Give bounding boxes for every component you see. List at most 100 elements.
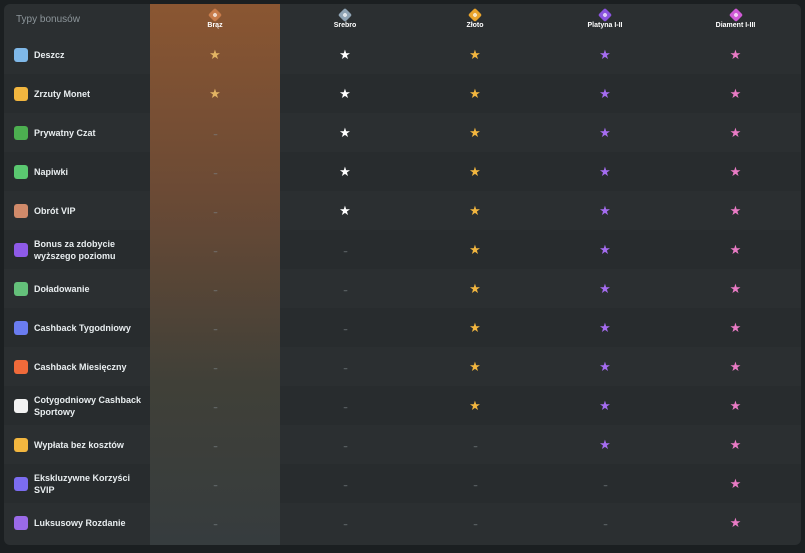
tier-cell: --	[150, 269, 280, 308]
bonus-row: Ekskluzywne Korzyści SVIP -- -- -- -- ★	[4, 464, 801, 503]
tier-cell: ★	[670, 347, 801, 386]
star-icon: ★	[469, 46, 481, 62]
bonus-row: Deszcz ★ ★ ★ ★ ★	[4, 35, 801, 74]
not-included-dash: --	[213, 168, 217, 178]
weekly-cashback-icon	[14, 320, 28, 335]
tier-cell: ★	[410, 269, 540, 308]
tier-cell: ★	[540, 191, 670, 230]
gold-tier-icon	[467, 7, 483, 23]
star-icon: ★	[599, 397, 611, 413]
tier-cell: --	[280, 308, 410, 347]
star-icon: ★	[339, 202, 351, 218]
not-included-dash: --	[343, 324, 347, 334]
tier-cell: ★	[410, 191, 540, 230]
tier-cell: --	[410, 464, 540, 503]
bonus-row: Cotygodniowy Cashback Sportowy -- -- ★ ★ ★	[4, 386, 801, 425]
bonus-comparison-table: Typy bonusów Brąz Srebro	[4, 4, 801, 542]
tier-name: Srebro	[333, 22, 357, 29]
tier-cell: --	[280, 230, 410, 269]
bonus-row: Cashback Miesięczny -- -- ★ ★ ★	[4, 347, 801, 386]
bonus-name-cell: Bonus za zdobycie wyższego poziomu	[4, 230, 150, 269]
tier-cell: ★	[670, 269, 801, 308]
bonus-label: Deszcz	[34, 49, 65, 60]
bonus-name-cell: Wypłata bez kosztów	[4, 425, 150, 464]
star-icon: ★	[729, 124, 742, 140]
platinum-tier-icon	[597, 7, 613, 23]
tier-cell: ★	[410, 347, 540, 386]
bonus-label: Doładowanie	[34, 283, 90, 294]
star-icon: ★	[469, 85, 481, 101]
bonus-label: Luksusowy Rozdanie	[34, 517, 126, 528]
star-icon: ★	[469, 163, 481, 179]
tier-cell: ★	[410, 230, 540, 269]
tier-cell: ★	[540, 425, 670, 464]
star-icon: ★	[599, 202, 611, 218]
tier-cell: ★	[540, 35, 670, 74]
tier-header-platinum: Platyna I-II	[540, 4, 670, 35]
star-icon: ★	[599, 280, 611, 296]
not-included-dash: --	[213, 480, 217, 490]
bonus-row: Luksusowy Rozdanie -- -- -- -- ★	[4, 503, 801, 542]
not-included-dash: --	[213, 402, 217, 412]
tier-cell: ★	[670, 74, 801, 113]
star-icon: ★	[729, 436, 742, 452]
star-icon: ★	[599, 163, 611, 179]
tier-cell: ★	[410, 35, 540, 74]
tier-header-row: Typy bonusów Brąz Srebro	[4, 4, 801, 35]
tier-name: Brąz	[207, 22, 223, 29]
monthly-cashback-icon	[14, 359, 28, 374]
bonus-label: Napiwki	[34, 166, 69, 177]
bonus-name-cell: Obrót VIP	[4, 191, 150, 230]
star-icon: ★	[339, 124, 351, 140]
bonus-name-cell: Cashback Tygodniowy	[4, 308, 150, 347]
star-icon: ★	[599, 241, 611, 257]
star-icon: ★	[599, 358, 611, 374]
not-included-dash: --	[213, 207, 217, 217]
star-icon: ★	[469, 358, 481, 374]
tier-cell: --	[410, 503, 540, 542]
star-icon: ★	[469, 397, 481, 413]
bonus-label: Obrót VIP	[34, 205, 76, 216]
vip-bonus-table-panel: Typy bonusów Brąz Srebro	[4, 4, 801, 545]
bronze-tier-icon	[207, 7, 223, 23]
tier-name: Złoto	[466, 22, 484, 29]
diamond-tier-icon	[728, 7, 743, 23]
coin-drop-icon	[14, 86, 28, 101]
not-included-dash: --	[343, 285, 347, 295]
not-included-dash: --	[343, 441, 347, 451]
tier-cell: --	[280, 464, 410, 503]
bonus-label: Bonus za zdobycie wyższego poziomu	[34, 238, 116, 261]
bonus-label: Zrzuty Monet	[34, 88, 90, 99]
cloud-rain-icon	[14, 47, 28, 62]
tier-cell: ★	[540, 308, 670, 347]
tier-cell: ★	[540, 386, 670, 425]
tier-cell: ★	[540, 230, 670, 269]
tier-cell: --	[150, 503, 280, 542]
not-included-dash: --	[343, 519, 347, 529]
not-included-dash: --	[343, 363, 347, 373]
tier-cell: ★	[410, 386, 540, 425]
star-icon: ★	[729, 475, 742, 491]
tier-cell: ★	[410, 308, 540, 347]
bonus-rows: Deszcz ★ ★ ★ ★ ★ Zrzuty Monet ★ ★ ★ ★ ★ Prywatny Cza…	[4, 35, 801, 542]
bonus-label: Wypłata bez kosztów	[34, 439, 124, 450]
tier-cell: ★	[410, 113, 540, 152]
tier-cell: ★	[540, 74, 670, 113]
tier-cell: ★	[670, 113, 801, 152]
tier-cell: --	[280, 347, 410, 386]
bonus-row: Prywatny Czat -- ★ ★ ★ ★	[4, 113, 801, 152]
tier-cell: ★	[540, 269, 670, 308]
tier-cell: --	[150, 191, 280, 230]
tier-cell: ★	[670, 230, 801, 269]
tier-cell: --	[410, 425, 540, 464]
bonus-name-cell: Cashback Miesięczny	[4, 347, 150, 386]
bonus-name-cell: Cotygodniowy Cashback Sportowy	[4, 386, 150, 425]
tier-cell: ★	[540, 152, 670, 191]
star-icon: ★	[469, 280, 481, 296]
tier-cell: --	[150, 386, 280, 425]
star-icon: ★	[599, 319, 611, 335]
tier-cell: ★	[150, 74, 280, 113]
bonus-name-cell: Luksusowy Rozdanie	[4, 503, 150, 542]
star-icon: ★	[209, 85, 221, 101]
star-icon: ★	[729, 241, 742, 257]
